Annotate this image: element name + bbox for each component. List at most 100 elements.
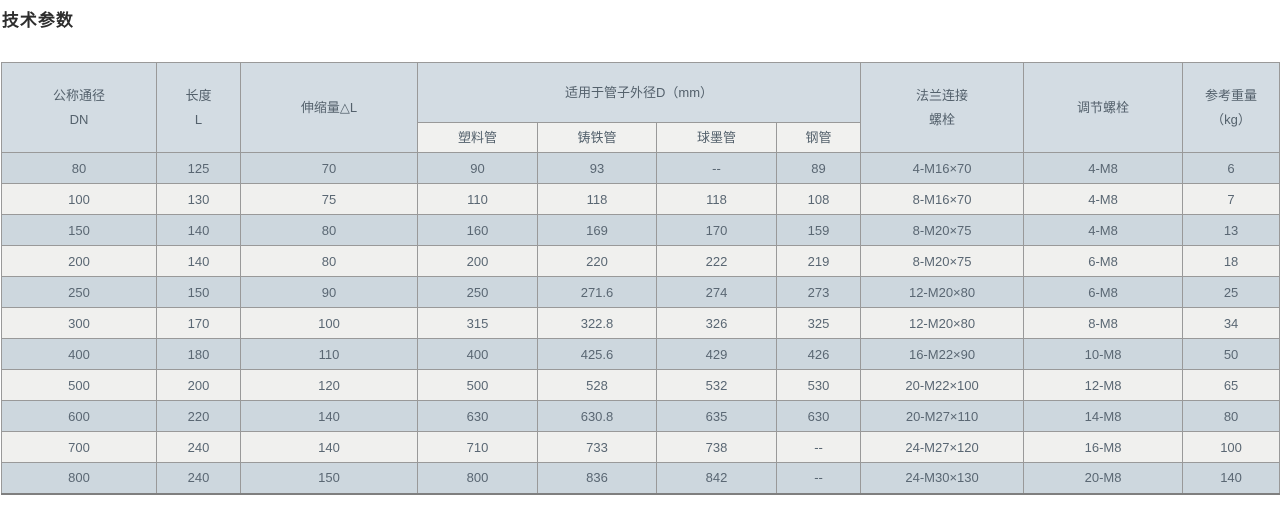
table-cell: 140 [156,214,241,246]
table-cell: 170 [156,307,241,339]
table-cell: 630 [775,400,862,432]
table-cell: 118 [537,183,657,215]
table-header: 公称通径 DN 长度 L 伸缩量△L 适用于管子外径D（mm） 法兰连接 螺栓 … [1,62,1280,153]
table-cell: 18 [1182,245,1280,277]
table-cell: 140 [240,400,418,432]
table-cell: 100 [1182,431,1280,463]
table-row: 200 140 80 200 220 222 219 8-M20×75 6-M8 18 [1,245,1280,277]
table-cell: 800 [1,462,157,494]
table-row: 150 140 80 160 169 170 159 8-M20×75 4-M8 13 [1,214,1280,246]
table-cell: 4-M8 [1023,214,1184,246]
table-cell: 219 [775,245,862,277]
table-cell: 24-M30×130 [860,462,1025,494]
table-cell: 6 [1182,152,1280,184]
table-cell: 13 [1182,214,1280,246]
table-cell: 20-M27×110 [860,400,1025,432]
table-cell: 8-M16×70 [860,183,1025,215]
header-line: L [194,111,203,127]
table-cell: 8-M8 [1023,307,1184,339]
table-cell: 89 [775,152,862,184]
table-cell: 738 [656,431,777,463]
table-cell: 700 [1,431,157,463]
table-cell: 630 [417,400,538,432]
table-cell: 200 [417,245,538,277]
table-cell: 170 [656,214,777,246]
table-cell: 220 [537,245,657,277]
table-cell: 110 [240,338,418,370]
col-header-ductile-iron-pipe: 球墨管 [656,122,777,153]
table-cell: 530 [775,369,862,401]
table-cell: 20-M22×100 [860,369,1025,401]
header-line: （kg） [1211,111,1251,127]
table-cell: 108 [775,183,862,215]
table-cell: 110 [417,183,538,215]
table-cell: 140 [156,245,241,277]
table-cell: 250 [417,276,538,308]
table-cell: 200 [1,245,157,277]
table-cell: 150 [240,462,418,494]
col-header-plastic-pipe: 塑料管 [417,122,538,153]
table-cell: 250 [1,276,157,308]
col-header-nominal-diameter: 公称通径 DN [1,62,157,153]
table-cell: 300 [1,307,157,339]
table-cell: 800 [417,462,538,494]
table-cell: 322.8 [537,307,657,339]
table-cell: 4-M8 [1023,152,1184,184]
table-row: 700 240 140 710 733 738 -- 24-M27×120 16-M8 100 [1,431,1280,463]
table-cell: 273 [775,276,862,308]
table-cell: 80 [240,245,418,277]
table-cell: 125 [156,152,241,184]
table-cell: 12-M20×80 [860,276,1025,308]
header-line: 参考重量 [1205,87,1258,103]
header-row-sub: 塑料管 铸铁管 球墨管 钢管 [2,122,1280,153]
table-cell: 118 [656,183,777,215]
table-cell: 400 [1,338,157,370]
table-cell: 80 [240,214,418,246]
col-header-cast-iron-pipe: 铸铁管 [537,122,657,153]
table-cell: 16-M8 [1023,431,1184,463]
table-cell: 6-M8 [1023,245,1184,277]
table-cell: 8-M20×75 [860,245,1025,277]
table-cell: 274 [656,276,777,308]
table-cell: 169 [537,214,657,246]
table-cell: 180 [156,338,241,370]
table-cell: 130 [156,183,241,215]
table-cell: 120 [240,369,418,401]
table-cell: 4-M16×70 [860,152,1025,184]
table-cell: 140 [1182,462,1280,494]
table-cell: 532 [656,369,777,401]
table-cell: 100 [1,183,157,215]
table-cell: 315 [417,307,538,339]
table-cell: 500 [1,369,157,401]
table-row: 500 200 120 500 528 532 530 20-M22×100 12-M8 65 [1,369,1280,401]
col-header-adjust-bolts: 调节螺栓 [1023,62,1184,153]
spec-table: 公称通径 DN 长度 L 伸缩量△L 适用于管子外径D（mm） 法兰连接 螺栓 … [1,62,1280,495]
table-cell: 20-M8 [1023,462,1184,494]
page-title: 技术参数 [2,11,74,30]
col-header-steel-pipe: 钢管 [775,122,862,153]
table-cell: -- [775,462,862,494]
table-cell: 80 [1182,400,1280,432]
col-header-expansion: 伸缩量△L [240,62,418,153]
col-header-flange-bolts: 法兰连接 螺栓 [860,62,1025,153]
table-row: 80 125 70 90 93 -- 89 4-M16×70 4-M8 6 [1,152,1280,184]
table-body: 80 125 70 90 93 -- 89 4-M16×70 4-M8 6 100 130 75 110 1… [1,152,1280,494]
header-line: DN [69,111,89,127]
col-header-pipe-od-group: 适用于管子外径D（mm） [416,62,862,123]
table-cell: 635 [656,400,777,432]
table-cell: 24-M27×120 [860,431,1025,463]
table-cell: 159 [775,214,862,246]
table-cell: 93 [537,152,657,184]
table-cell: 220 [156,400,241,432]
table-cell: 842 [656,462,777,494]
table-cell: 426 [775,338,862,370]
table-cell: 25 [1182,276,1280,308]
table-cell: 400 [417,338,538,370]
col-header-ref-weight: 参考重量 （kg） [1182,62,1280,153]
table-cell: 4-M8 [1023,183,1184,215]
table-row: 800 240 150 800 836 842 -- 24-M30×130 20-M8 140 [1,462,1280,494]
table-row: 400 180 110 400 425.6 429 426 16-M22×90 10-M8 50 [1,338,1280,370]
table-row: 100 130 75 110 118 118 108 8-M16×70 4-M8 7 [1,183,1280,215]
table-cell: 271.6 [537,276,657,308]
table-cell: 160 [417,214,538,246]
